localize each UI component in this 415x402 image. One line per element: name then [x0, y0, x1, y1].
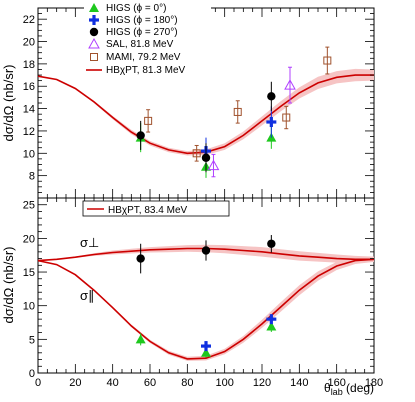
marker-triangle — [135, 334, 146, 344]
y-tick-label: 10 — [23, 301, 35, 313]
top-legend-markers — [86, 3, 102, 71]
top-legend: HIGS (ϕ = 0°) HIGS (ϕ = 180°) HIGS (ϕ = … — [84, 0, 211, 82]
marker-circle — [201, 246, 211, 255]
marker-circle — [267, 239, 276, 248]
x-tick-label: 160 — [327, 377, 345, 389]
y-tick-label: 20 — [23, 233, 35, 245]
y-tick-label: 5 — [29, 334, 35, 346]
x-tick-label: 20 — [69, 377, 81, 389]
marker-open-square — [192, 149, 201, 158]
y-tick-label: 12 — [23, 126, 35, 138]
y-tick-label: 15 — [23, 267, 35, 279]
y-tick-label: 18 — [23, 59, 35, 71]
marker-cross-v — [204, 341, 208, 352]
y-tick-label: 14 — [23, 104, 35, 116]
legend-higs-270: HIGS (ϕ = 270°) — [106, 27, 178, 38]
legend-higs-0: HIGS (ϕ = 0°) — [106, 3, 166, 14]
top-panel: 8 10 12 14 16 18 20 22 dσ/dΩ (nb/sr) HIGS (ϕ = … — [1, 0, 375, 199]
y-tick-label: 10 — [23, 148, 35, 160]
x-tick-label: 100 — [215, 377, 233, 389]
marker-open-triangle — [284, 79, 296, 90]
marker-open-triangle — [207, 159, 220, 171]
bottom-theory-bands — [38, 244, 374, 361]
legend-higs-180: HIGS (ϕ = 180°) — [106, 15, 178, 26]
theory-band-1-1 — [38, 256, 374, 361]
y-tick-label: 0 — [29, 368, 35, 380]
marker-open-square — [282, 113, 291, 122]
top-legend-box — [84, 0, 211, 82]
x-tick-label: 0 — [35, 377, 41, 389]
marker-cross-v — [92, 15, 96, 25]
bottom-legend: HBχPT, 83.4 MeV — [82, 200, 230, 217]
marker-open-triangle — [88, 37, 100, 49]
legend-sal: SAL, 81.8 MeV — [106, 39, 174, 50]
top-y-axis: 8 10 12 14 16 18 20 22 — [23, 7, 374, 199]
y-tick-label: 8 — [29, 171, 35, 183]
marker-circle — [201, 153, 211, 162]
x-axis-label: θlab (deg) — [324, 381, 374, 397]
sigma-par-label: σ∥ — [80, 288, 95, 303]
theory-curve-1-1 — [37, 258, 375, 360]
bottom-data-points — [135, 235, 277, 358]
bottom-panel: 0 5 10 15 20 25 0 20 40 60 80 100 120 140 160 180 dσ/d… — [1, 197, 383, 397]
marker-cross-v — [269, 314, 273, 325]
marker-open-square — [233, 107, 242, 116]
marker-circle — [136, 131, 145, 140]
marker-open-square — [90, 53, 98, 61]
y-tick-label: 25 — [23, 200, 35, 212]
legend-mami: MAMI, 79.2 MeV — [106, 52, 181, 63]
legend-hbchpt-top: HBχPT, 81.3 MeV — [106, 65, 186, 76]
marker-circle — [267, 92, 276, 101]
y-tick-label: 20 — [23, 37, 35, 49]
marker-triangle — [89, 3, 99, 12]
bottom-y-axis: 0 5 10 15 20 25 — [23, 197, 374, 380]
x-tick-label: 180 — [365, 377, 383, 389]
y-tick-label: 16 — [23, 81, 35, 93]
x-tick-label: 60 — [144, 377, 156, 389]
x-tick-label: 80 — [181, 377, 193, 389]
legend-hbchpt-bottom: HBχPT, 83.4 MeV — [108, 205, 188, 216]
marker-circle — [89, 27, 99, 37]
x-tick-label: 40 — [107, 377, 119, 389]
y-tick-label: 22 — [23, 14, 35, 26]
x-axis-sub: lab — [331, 387, 343, 397]
x-tick-label: 140 — [290, 377, 308, 389]
x-axis-theta: θ — [324, 381, 331, 395]
marker-triangle — [266, 321, 277, 331]
marker-circle — [136, 254, 145, 263]
marker-open-square — [323, 56, 332, 65]
bottom-x-axis: 0 20 40 60 80 100 120 140 160 180 — [35, 198, 383, 389]
top-data-points — [135, 46, 332, 178]
x-tick-label: 120 — [253, 377, 271, 389]
x-axis-unit: (deg) — [343, 381, 374, 395]
sigma-perp-label: σ⊥ — [80, 235, 99, 250]
theory-band-1-0 — [38, 244, 374, 263]
marker-triangle — [201, 347, 211, 357]
bottom-legend-box — [82, 200, 230, 217]
bottom-y-axis-label: dσ/dΩ (nb/sr) — [1, 247, 16, 324]
marker-open-square — [144, 116, 153, 125]
top-y-axis-label: dσ/dΩ (nb/sr) — [1, 65, 16, 142]
marker-cross-v — [269, 117, 273, 127]
